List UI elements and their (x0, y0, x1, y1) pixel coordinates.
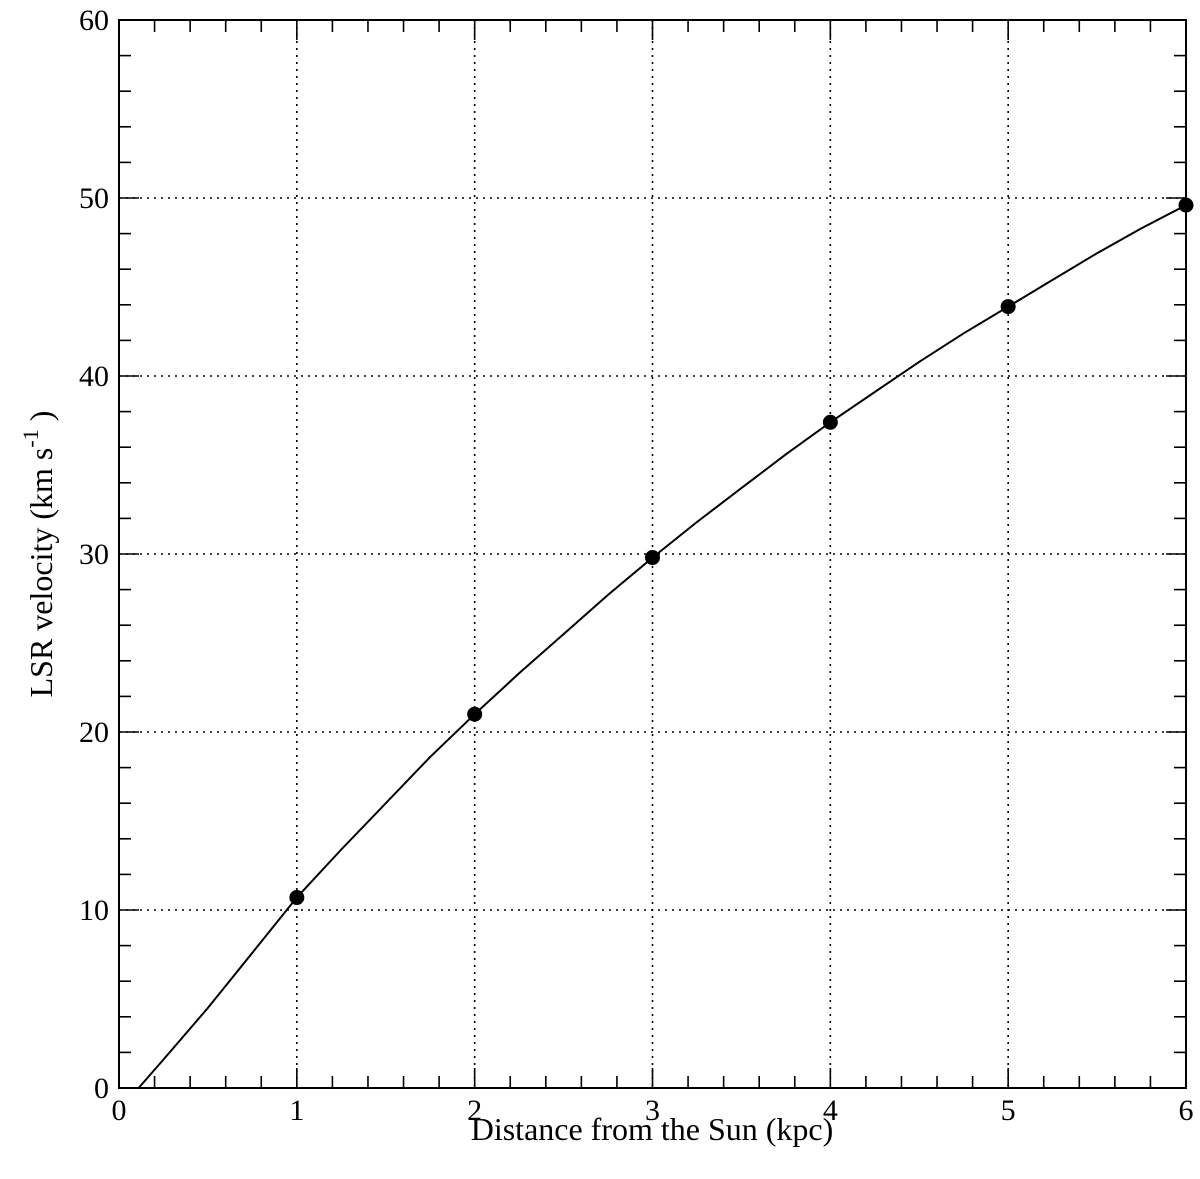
y-axis-title-superscript: -1 (18, 429, 43, 447)
x-tick-label: 3 (645, 1094, 660, 1127)
plot-frame (118, 19, 1187, 1089)
axis-ticks (118, 19, 1187, 1089)
data-point (822, 414, 838, 430)
data-point (289, 890, 305, 906)
x-tick-label: 5 (1001, 1094, 1016, 1127)
x-tick-label: 0 (112, 1094, 127, 1127)
svg-text:LSR velocity (km s-1): LSR velocity (km s-1) (18, 411, 59, 698)
x-tick-label: 4 (823, 1094, 838, 1127)
fit-curve-line (137, 204, 1187, 1089)
y-tick-label: 30 (79, 538, 109, 571)
data-point (1178, 197, 1194, 213)
x-axis-title: Distance from the Sun (kpc) (471, 1111, 834, 1147)
x-tick-label: 6 (1179, 1094, 1194, 1127)
y-axis-title-close: ) (23, 411, 59, 422)
y-tick-label: 60 (79, 4, 109, 37)
data-points (289, 197, 1194, 906)
fit-curve (137, 204, 1187, 1089)
y-tick-labels: 0 10 20 30 40 50 60 (79, 4, 109, 1105)
grid (119, 20, 1186, 1088)
x-tick-label: 1 (289, 1094, 304, 1127)
y-axis-title: LSR velocity (km s-1) (18, 411, 59, 698)
y-axis-title-main: LSR velocity (km s (23, 448, 59, 698)
data-point (645, 550, 660, 566)
x-tick-label: 2 (467, 1094, 482, 1127)
y-tick-label: 20 (79, 716, 109, 749)
y-tick-label: 40 (79, 360, 109, 393)
data-point (1000, 299, 1016, 315)
y-tick-label: 50 (79, 182, 109, 215)
data-point (467, 706, 483, 722)
y-tick-label: 10 (79, 894, 109, 927)
x-tick-labels: 0 1 2 3 4 5 6 (112, 1094, 1194, 1127)
y-tick-label: 0 (94, 1072, 109, 1105)
